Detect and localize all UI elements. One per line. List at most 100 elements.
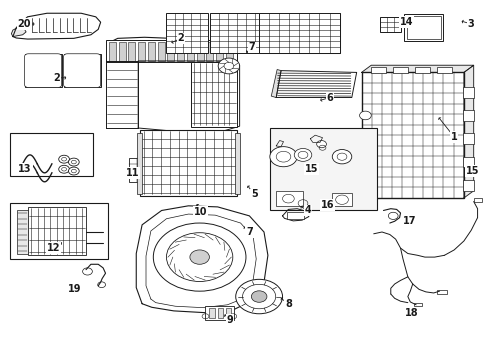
Circle shape bbox=[235, 279, 282, 314]
Bar bbox=[436, 67, 451, 73]
Bar bbox=[138, 42, 145, 60]
Text: 9: 9 bbox=[226, 315, 233, 325]
Bar bbox=[128, 42, 135, 60]
Circle shape bbox=[166, 233, 232, 282]
Bar bbox=[190, 62, 237, 127]
Circle shape bbox=[59, 165, 69, 173]
Text: 17: 17 bbox=[402, 216, 415, 226]
Bar bbox=[225, 309, 231, 319]
Bar bbox=[276, 192, 303, 206]
Text: 15: 15 bbox=[305, 164, 318, 174]
Bar bbox=[167, 42, 174, 60]
Bar bbox=[473, 198, 482, 202]
Bar bbox=[209, 309, 214, 319]
Circle shape bbox=[359, 179, 370, 188]
Bar bbox=[414, 67, 429, 73]
Text: 7: 7 bbox=[248, 42, 255, 52]
Bar bbox=[140, 130, 237, 196]
Polygon shape bbox=[108, 37, 182, 55]
Bar bbox=[210, 13, 264, 53]
Text: 18: 18 bbox=[404, 308, 418, 318]
Bar bbox=[177, 42, 183, 60]
Circle shape bbox=[82, 268, 92, 275]
Text: 19: 19 bbox=[68, 284, 81, 294]
Bar bbox=[119, 42, 125, 60]
Bar bbox=[205, 306, 233, 320]
Polygon shape bbox=[136, 206, 267, 313]
Circle shape bbox=[189, 250, 209, 264]
Bar bbox=[31, 68, 36, 76]
Text: 4: 4 bbox=[304, 206, 311, 216]
Polygon shape bbox=[361, 65, 473, 72]
Bar bbox=[196, 42, 203, 60]
Polygon shape bbox=[310, 135, 322, 142]
Bar bbox=[413, 303, 421, 306]
Circle shape bbox=[59, 155, 69, 163]
Bar bbox=[225, 42, 232, 60]
Polygon shape bbox=[118, 41, 174, 53]
Text: 20: 20 bbox=[17, 19, 31, 29]
Circle shape bbox=[294, 148, 311, 161]
Bar bbox=[27, 207, 86, 255]
Bar bbox=[404, 14, 443, 41]
Text: 2: 2 bbox=[53, 73, 60, 83]
Bar bbox=[137, 134, 142, 194]
Bar bbox=[269, 128, 376, 211]
Bar bbox=[462, 110, 473, 121]
Bar bbox=[148, 42, 155, 60]
Polygon shape bbox=[259, 13, 339, 53]
Bar bbox=[287, 212, 304, 220]
Text: 14: 14 bbox=[399, 17, 412, 27]
Bar bbox=[206, 42, 213, 60]
FancyBboxPatch shape bbox=[63, 54, 101, 87]
Polygon shape bbox=[463, 65, 473, 198]
Bar bbox=[462, 180, 473, 191]
Bar bbox=[64, 54, 101, 87]
Polygon shape bbox=[271, 69, 281, 98]
Text: 13: 13 bbox=[18, 164, 32, 174]
Circle shape bbox=[153, 223, 245, 291]
Circle shape bbox=[242, 284, 275, 309]
Bar bbox=[392, 67, 407, 73]
Circle shape bbox=[269, 147, 297, 167]
Polygon shape bbox=[11, 28, 26, 37]
Bar bbox=[331, 193, 351, 206]
Circle shape bbox=[98, 282, 105, 288]
Circle shape bbox=[68, 158, 79, 166]
Text: 16: 16 bbox=[320, 200, 333, 210]
Text: 7: 7 bbox=[245, 227, 252, 237]
Bar bbox=[25, 54, 61, 87]
Text: 5: 5 bbox=[250, 189, 257, 199]
Bar bbox=[361, 72, 463, 198]
Text: 1: 1 bbox=[450, 132, 457, 142]
Circle shape bbox=[359, 111, 370, 120]
Bar bbox=[10, 134, 93, 176]
Polygon shape bbox=[13, 13, 101, 39]
Text: 15: 15 bbox=[465, 166, 478, 176]
Bar bbox=[129, 158, 152, 182]
Bar bbox=[462, 157, 473, 167]
Polygon shape bbox=[105, 61, 138, 128]
Circle shape bbox=[331, 149, 351, 164]
Bar bbox=[135, 163, 146, 176]
Circle shape bbox=[68, 167, 79, 175]
Circle shape bbox=[359, 145, 370, 154]
Bar bbox=[370, 67, 385, 73]
Polygon shape bbox=[282, 209, 308, 221]
Text: 12: 12 bbox=[46, 243, 60, 253]
Text: 3: 3 bbox=[467, 19, 474, 29]
Polygon shape bbox=[138, 61, 239, 131]
Text: 11: 11 bbox=[125, 168, 139, 178]
Bar bbox=[166, 13, 207, 53]
Bar bbox=[186, 42, 193, 60]
Text: 2: 2 bbox=[177, 33, 184, 43]
Bar bbox=[379, 17, 400, 32]
Text: 10: 10 bbox=[193, 207, 207, 217]
Bar bbox=[216, 42, 223, 60]
Bar bbox=[462, 87, 473, 98]
Bar bbox=[235, 134, 240, 194]
Polygon shape bbox=[276, 140, 283, 147]
Circle shape bbox=[251, 291, 266, 302]
Text: 6: 6 bbox=[326, 93, 332, 103]
Bar bbox=[217, 309, 223, 319]
